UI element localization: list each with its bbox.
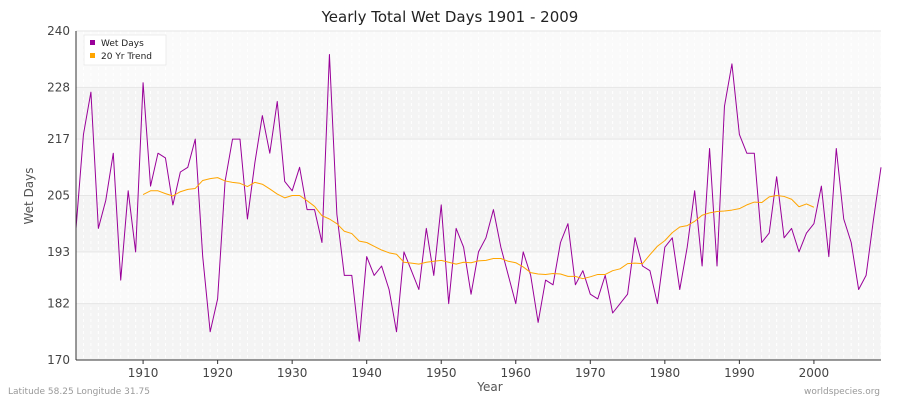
series-layer bbox=[75, 54, 882, 342]
legend-label-trend: 20 Yr Trend bbox=[101, 52, 152, 62]
footer-location: Latitude 58.25 Longitude 31.75 bbox=[8, 387, 150, 397]
x-tick-label: 2000 bbox=[799, 366, 830, 380]
y-tick-label: 182 bbox=[47, 297, 70, 311]
band bbox=[76, 31, 881, 88]
x-tick-label: 1970 bbox=[575, 366, 606, 380]
x-tick-label: 1990 bbox=[724, 366, 755, 380]
axes bbox=[75, 31, 881, 361]
band bbox=[76, 87, 881, 140]
y-tick-label: 217 bbox=[47, 132, 70, 146]
y-tick-label: 228 bbox=[47, 80, 70, 94]
x-tick-labels: 1910 1920 1930 1940 1950 1960 1970 1980 1990 2000 bbox=[128, 360, 829, 380]
x-tick-label: 1920 bbox=[202, 366, 233, 380]
footer-source: worldspecies.org bbox=[804, 387, 880, 397]
x-axis-label: Year bbox=[476, 380, 502, 394]
legend-label-wet-days: Wet Days bbox=[101, 39, 144, 49]
y-axis-label: Wet Days bbox=[22, 167, 36, 224]
y-tick-label: 240 bbox=[47, 24, 70, 38]
x-tick-label: 1930 bbox=[277, 366, 308, 380]
series-line-trend bbox=[142, 177, 815, 280]
x-tick-label: 1980 bbox=[650, 366, 681, 380]
series-line-wet-days bbox=[75, 54, 882, 342]
x-tick-label: 1910 bbox=[128, 366, 159, 380]
y-tick-labels: 170 182 193 205 217 228 240 bbox=[47, 24, 70, 367]
y-tick-label: 193 bbox=[47, 245, 70, 259]
legend: Wet Days 20 Yr Trend bbox=[83, 34, 167, 66]
legend-box bbox=[83, 34, 167, 66]
legend-swatch-wet-days bbox=[90, 40, 95, 45]
band bbox=[76, 139, 881, 196]
x-tick-label: 1960 bbox=[500, 366, 531, 380]
x-tick-label: 1950 bbox=[426, 366, 457, 380]
y-tick-label: 205 bbox=[47, 189, 70, 203]
chart-title: Yearly Total Wet Days 1901 - 2009 bbox=[321, 8, 579, 26]
x-tick-label: 1940 bbox=[351, 366, 382, 380]
legend-swatch-trend bbox=[90, 53, 95, 58]
y-tick-label: 170 bbox=[47, 353, 70, 367]
